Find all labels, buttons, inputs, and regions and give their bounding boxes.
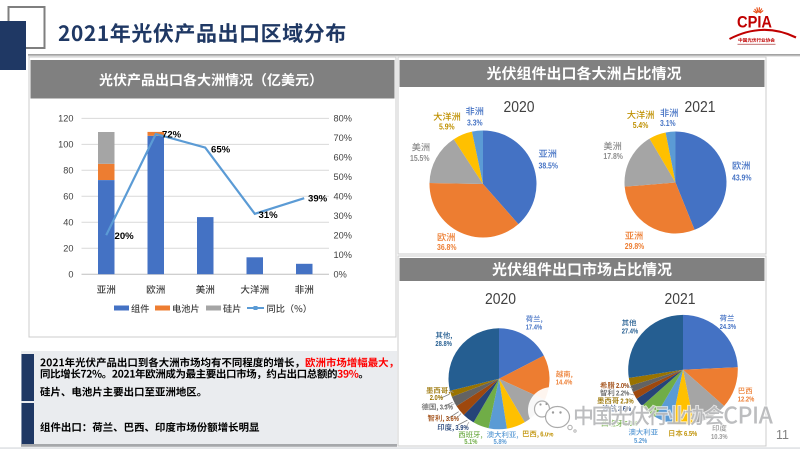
svg-text:CPIA: CPIA [737,14,772,32]
svg-text:38.5%: 38.5% [539,161,559,171]
svg-text:3.9%: 3.9% [455,423,469,432]
svg-text:29.8%: 29.8% [625,241,645,251]
svg-text:31%: 31% [259,210,279,221]
svg-text:0%: 0% [334,270,347,280]
svg-text:24.3%: 24.3% [720,322,737,331]
svg-text:40: 40 [63,218,73,228]
svg-text:11: 11 [776,428,789,442]
svg-text:20%: 20% [115,231,135,242]
svg-text:36.8%: 36.8% [437,242,457,252]
svg-text:50%: 50% [334,172,352,182]
svg-text:72%: 72% [162,130,182,141]
svg-text:3.6%: 3.6% [446,414,460,423]
svg-text:10.3%: 10.3% [711,432,728,441]
svg-text:120: 120 [58,114,73,124]
svg-text:6.0%: 6.0% [540,430,554,439]
svg-text:2.0%: 2.0% [616,381,630,390]
svg-text:17.4%: 17.4% [526,322,543,331]
svg-text:30%: 30% [334,211,352,221]
svg-text:6.5%: 6.5% [684,429,698,438]
svg-text:28.8%: 28.8% [435,339,452,348]
svg-text:2.6%: 2.6% [618,404,632,413]
svg-text:5.8%: 5.8% [494,437,508,446]
svg-text:17.8%: 17.8% [603,151,623,161]
svg-text:5.9%: 5.9% [439,122,455,132]
svg-text:2020: 2020 [504,99,535,116]
svg-text:14.4%: 14.4% [556,378,573,387]
svg-text:65%: 65% [211,145,231,156]
svg-text:100: 100 [58,140,73,150]
svg-text:15.5%: 15.5% [410,153,430,163]
svg-text:3.3%: 3.3% [467,118,483,128]
svg-text:40%: 40% [334,192,352,202]
svg-text:5.2%: 5.2% [634,436,648,445]
svg-text:2020: 2020 [485,291,516,308]
svg-text:5.1%: 5.1% [464,437,478,446]
svg-text:5.0%: 5.0% [624,419,638,428]
svg-text:12.2%: 12.2% [738,394,755,403]
svg-text:2021: 2021 [665,291,696,308]
svg-text:0: 0 [68,270,73,280]
svg-text:70%: 70% [334,133,352,143]
svg-text:3.1%: 3.1% [660,118,676,128]
svg-text:60%: 60% [334,153,352,163]
svg-text:60: 60 [63,192,73,202]
svg-text:43.9%: 43.9% [732,172,752,182]
svg-text:80: 80 [63,166,73,176]
svg-text:2.0%: 2.0% [430,393,444,402]
svg-text:3.3%: 3.3% [440,403,454,412]
svg-text:10%: 10% [334,250,352,260]
svg-text:80%: 80% [334,114,352,124]
svg-text:27.4%: 27.4% [622,327,639,336]
svg-text:20: 20 [63,244,73,254]
svg-text:2.3%: 2.3% [620,396,634,405]
svg-text:39%: 39% [308,194,328,205]
svg-text:20%: 20% [334,231,352,241]
svg-text:5.4%: 5.4% [633,120,649,130]
svg-text:2021: 2021 [685,99,716,116]
svg-text:2.2%: 2.2% [616,389,630,398]
